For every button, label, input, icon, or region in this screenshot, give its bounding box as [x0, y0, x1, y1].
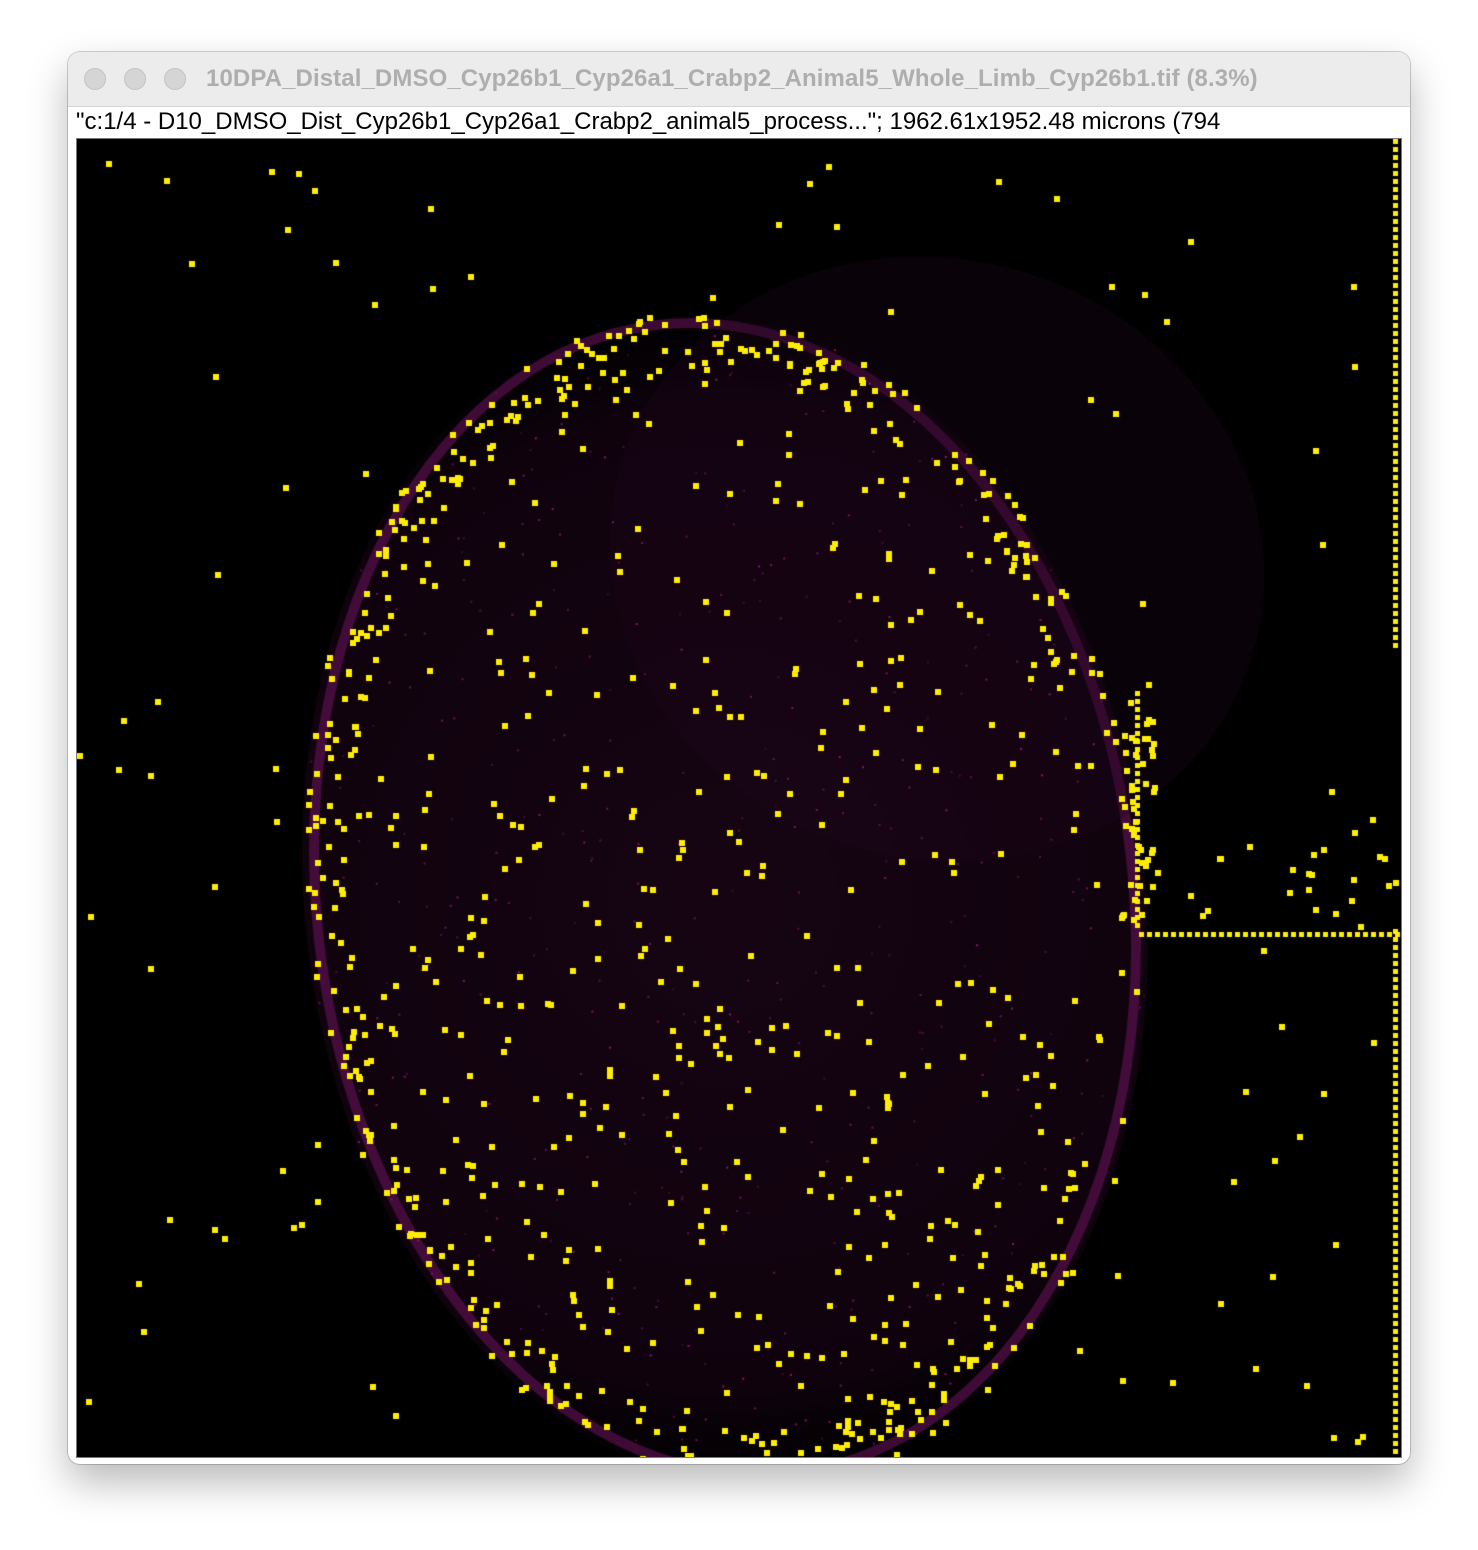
title-bar[interactable]: 10DPA_Distal_DMSO_Cyp26b1_Cyp26a1_Crabp2…: [68, 52, 1410, 107]
image-window[interactable]: 10DPA_Distal_DMSO_Cyp26b1_Cyp26a1_Crabp2…: [68, 52, 1410, 1464]
zoom-window-button[interactable]: [164, 68, 186, 90]
window-title: 10DPA_Distal_DMSO_Cyp26b1_Cyp26a1_Crabp2…: [206, 65, 1258, 92]
minimize-window-button[interactable]: [124, 68, 146, 90]
image-canvas-frame[interactable]: [76, 138, 1402, 1458]
close-window-button[interactable]: [84, 68, 106, 90]
microscopy-image[interactable]: [77, 139, 1401, 1457]
image-info-bar: "c:1/4 - D10_DMSO_Dist_Cyp26b1_Cyp26a1_C…: [76, 108, 1221, 135]
